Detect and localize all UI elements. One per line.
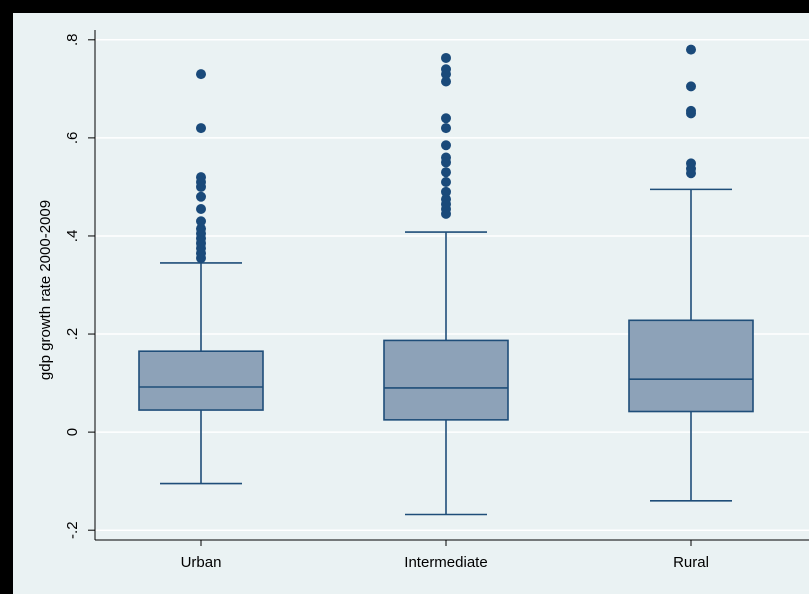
outlier-point bbox=[196, 69, 206, 80]
y-tick-label: 0 bbox=[64, 428, 81, 436]
outlier-point bbox=[441, 123, 451, 134]
outlier-point bbox=[686, 105, 696, 116]
outlier-point bbox=[441, 52, 451, 63]
outlier-point bbox=[441, 113, 451, 124]
outlier-point bbox=[196, 203, 206, 214]
outlier-point bbox=[196, 191, 206, 202]
outlier-point bbox=[441, 194, 451, 205]
iqr-box bbox=[628, 319, 754, 413]
y-tick-label: .4 bbox=[64, 230, 81, 243]
outlier-point bbox=[441, 177, 451, 188]
outliers bbox=[196, 44, 696, 264]
y-tick-label: .8 bbox=[64, 34, 81, 47]
y-axis-title: gdp growth rate 2000-2009 bbox=[37, 200, 54, 380]
outlier-point bbox=[441, 152, 451, 163]
outlier-point bbox=[441, 140, 451, 151]
y-tick-label: .6 bbox=[64, 132, 81, 145]
outlier-point bbox=[441, 167, 451, 178]
y-tick-label: .2 bbox=[64, 328, 81, 341]
box-urban bbox=[138, 262, 264, 485]
outlier-point bbox=[686, 81, 696, 92]
box-intermediate bbox=[383, 231, 509, 516]
gridlines bbox=[95, 39, 809, 531]
iqr-box bbox=[383, 339, 509, 421]
outlier-point bbox=[196, 216, 206, 227]
outlier-point bbox=[196, 223, 206, 234]
tick-labels: -.2 0 .2 .4 .6 .8 Urban Intermediate Rural bbox=[64, 34, 709, 571]
x-tick-label: Intermediate bbox=[404, 554, 487, 571]
outlier-point bbox=[441, 186, 451, 197]
x-tick-label: Rural bbox=[673, 554, 709, 571]
box-rural bbox=[628, 188, 754, 502]
chart-background bbox=[13, 13, 809, 594]
y-tick-label: -.2 bbox=[64, 521, 81, 539]
outlier-point bbox=[441, 64, 451, 75]
outlier-point bbox=[196, 123, 206, 134]
outlier-point bbox=[196, 172, 206, 183]
boxes bbox=[138, 188, 754, 516]
iqr-box bbox=[138, 350, 264, 411]
axes bbox=[88, 30, 809, 546]
outlier-point bbox=[441, 76, 451, 87]
outlier-point bbox=[686, 158, 696, 169]
x-tick-label: Urban bbox=[181, 554, 222, 571]
outlier-point bbox=[686, 44, 696, 55]
